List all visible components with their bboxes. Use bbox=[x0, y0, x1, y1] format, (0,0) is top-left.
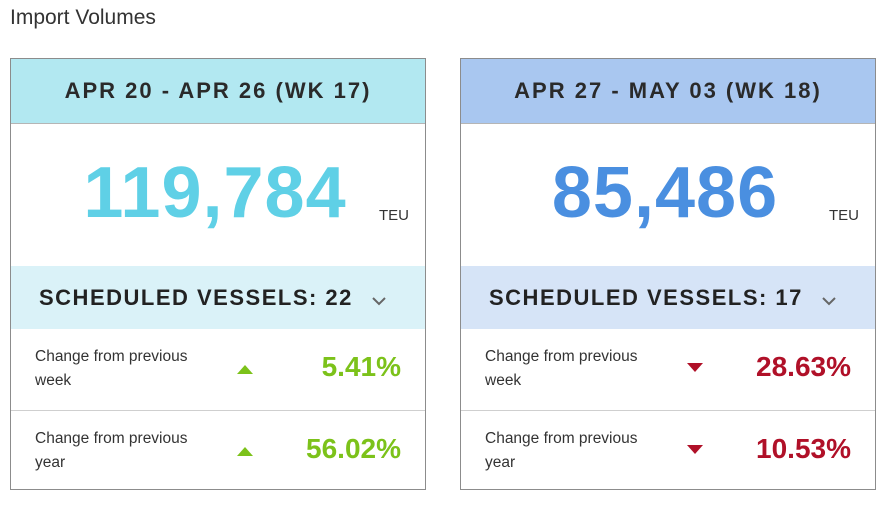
chevron-down-icon[interactable] bbox=[371, 289, 387, 305]
change-value: 28.63% bbox=[756, 351, 851, 382]
card-header: APR 27 - MAY 03 (WK 18) bbox=[461, 59, 875, 124]
volume-number: 85,486 bbox=[551, 153, 779, 233]
chevron-down-icon[interactable] bbox=[821, 289, 837, 305]
week-17-card: APR 20 - APR 26 (WK 17) 119,784 TEU SCHE… bbox=[10, 58, 426, 490]
triangle-down-icon bbox=[687, 363, 703, 372]
change-row-week: Change from previous week 28.63% bbox=[461, 329, 875, 410]
volume-unit: TEU bbox=[379, 207, 409, 224]
volume-number: 119,784 bbox=[83, 153, 347, 233]
change-row-year: Change from previous year 10.53% bbox=[461, 410, 875, 491]
change-label: Change from previous year bbox=[485, 430, 638, 471]
triangle-up-icon bbox=[237, 447, 253, 456]
scheduled-vessels-toggle[interactable]: SCHEDULED VESSELS: 17 bbox=[461, 266, 875, 329]
volume-section: 119,784 TEU bbox=[11, 124, 425, 266]
change-label: Change from previous week bbox=[35, 348, 188, 389]
triangle-down-icon bbox=[687, 445, 703, 454]
change-value: 5.41% bbox=[321, 351, 401, 382]
page-title: Import Volumes bbox=[10, 6, 156, 29]
triangle-up-icon bbox=[237, 365, 253, 374]
change-label: Change from previous week bbox=[485, 348, 638, 389]
scheduled-vessels-label: SCHEDULED VESSELS: 22 bbox=[39, 284, 353, 310]
change-value: 56.02% bbox=[306, 433, 401, 464]
change-label: Change from previous year bbox=[35, 430, 188, 471]
scheduled-vessels-label: SCHEDULED VESSELS: 17 bbox=[489, 284, 803, 310]
change-row-week: Change from previous week 5.41% bbox=[11, 329, 425, 410]
change-value: 10.53% bbox=[756, 433, 851, 464]
week-18-card: APR 27 - MAY 03 (WK 18) 85,486 TEU SCHED… bbox=[460, 58, 876, 490]
scheduled-vessels-toggle[interactable]: SCHEDULED VESSELS: 22 bbox=[11, 266, 425, 329]
volume-unit: TEU bbox=[829, 207, 859, 224]
change-row-year: Change from previous year 56.02% bbox=[11, 410, 425, 491]
card-header: APR 20 - APR 26 (WK 17) bbox=[11, 59, 425, 124]
volume-section: 85,486 TEU bbox=[461, 124, 875, 266]
